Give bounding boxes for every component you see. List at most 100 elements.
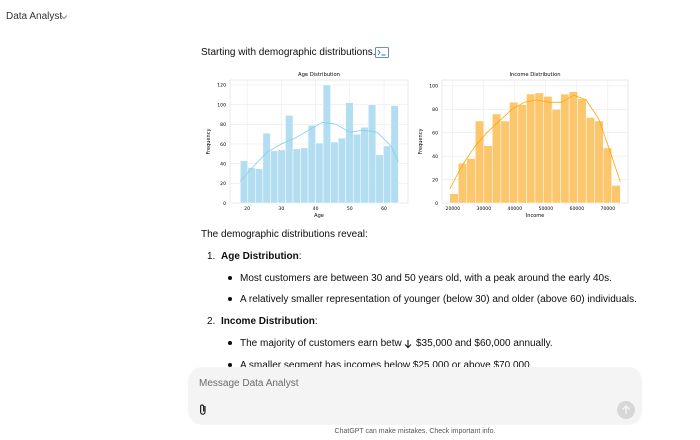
y-tick-label: 20	[220, 181, 226, 187]
x-axis-label: Age	[314, 213, 324, 219]
y-tick-label: 40	[220, 161, 226, 167]
bar	[560, 93, 570, 204]
chart-title: Income Distribution	[509, 72, 560, 78]
bar	[315, 142, 324, 204]
x-tick-label: 20000	[446, 206, 461, 212]
y-tick-label: 60	[432, 131, 438, 137]
bar	[337, 137, 346, 204]
bar	[568, 91, 578, 204]
y-tick-label: 60	[220, 142, 226, 148]
bar	[458, 162, 468, 204]
x-tick-label: 50	[347, 206, 353, 212]
bullet	[228, 276, 232, 280]
bar	[611, 185, 621, 204]
bar	[330, 141, 339, 204]
bar	[577, 98, 587, 204]
y-axis-label: Frequency	[418, 129, 424, 155]
composer[interactable]: Message Data Analyst	[188, 367, 642, 425]
suffix: :	[314, 316, 318, 327]
bullet-text: A relatively smaller representation of y…	[240, 294, 637, 305]
bullet	[228, 363, 232, 367]
x-axis-label: Income	[526, 213, 544, 219]
x-tick-label: 30	[278, 206, 284, 212]
bar	[247, 167, 256, 204]
bar	[360, 126, 369, 204]
x-tick-label: 70000	[601, 206, 616, 212]
x-tick-label: 40000	[508, 206, 523, 212]
y-tick-label: 20	[432, 177, 438, 183]
y-tick-label: 0	[435, 201, 438, 207]
x-tick-label: 60	[381, 206, 387, 212]
bullet	[228, 297, 232, 301]
bar	[509, 102, 519, 204]
bar	[483, 145, 493, 204]
x-tick-label: 20	[244, 206, 250, 212]
bar	[292, 148, 301, 204]
y-tick-label: 80	[220, 122, 226, 128]
x-tick-label: 30000	[477, 206, 492, 212]
composer-placeholder[interactable]: Message Data Analyst	[199, 378, 299, 389]
bar	[475, 120, 485, 204]
bar	[517, 104, 527, 204]
bar	[352, 133, 362, 204]
chart-title: Age Distribution	[298, 72, 340, 78]
y-tick-label: 80	[432, 107, 438, 113]
bar	[500, 120, 510, 204]
list-number: 2.	[207, 316, 216, 327]
analysis-link[interactable]	[375, 47, 389, 58]
x-tick-label: 50000	[539, 206, 554, 212]
bullet-text: $35,000 and $60,000 annually.	[416, 338, 553, 349]
intro-text: Starting with demographic distributions.	[201, 47, 376, 58]
bar	[322, 84, 331, 204]
kde-line	[239, 121, 399, 182]
bar	[240, 160, 249, 204]
charts-image: Age Distribution Age Frequency 0 20 40 60 80 100…	[206, 72, 629, 219]
bullet-text: The majority of customers earn betw	[240, 338, 402, 349]
bullet-text: Most customers are between 30 and 50 yea…	[240, 273, 612, 284]
bar	[277, 149, 286, 204]
x-tick-label: 60000	[570, 206, 585, 212]
bar	[375, 154, 384, 204]
chevron[interactable]	[60, 13, 68, 21]
kde-line	[449, 94, 621, 190]
summary-text: The demographic distributions reveal:	[201, 229, 368, 240]
y-axis-label: Frequency	[206, 129, 212, 155]
gpt-name[interactable]: Data Analyst	[6, 11, 63, 22]
suffix: :	[298, 251, 302, 262]
bar	[551, 109, 561, 204]
bar	[543, 96, 553, 204]
bar	[602, 147, 612, 204]
x-tick-label: 40	[313, 206, 319, 212]
bar	[307, 125, 316, 204]
list-number: 1.	[207, 251, 216, 262]
bar	[300, 147, 309, 204]
y-tick-label: 100	[217, 102, 226, 108]
bar	[345, 102, 354, 204]
y-tick-label: 40	[432, 154, 438, 160]
bar	[270, 150, 279, 204]
heading: Age Distribution	[221, 251, 299, 262]
footer-disclaimer: ChatGPT can make mistakes. Check importa…	[334, 428, 496, 435]
scroll-down-button[interactable]	[401, 337, 415, 351]
bar	[466, 158, 476, 204]
bar	[255, 168, 264, 204]
bar	[449, 193, 459, 204]
bar	[368, 104, 377, 204]
y-tick-label: 0	[223, 201, 226, 207]
bar	[492, 113, 502, 204]
list-heading: Income Distribution:	[221, 316, 318, 327]
bullet-text: A smaller segment has incomes below $25,…	[240, 360, 533, 371]
bar	[534, 92, 544, 204]
send-button[interactable]	[617, 401, 635, 419]
list-heading: Age Distribution:	[221, 251, 302, 262]
bar	[585, 117, 595, 204]
bar	[526, 93, 536, 204]
y-tick-label: 120	[217, 83, 226, 89]
bullet	[228, 341, 232, 345]
bar	[383, 145, 392, 204]
y-tick-label: 100	[429, 84, 438, 90]
attach-button[interactable]	[198, 403, 208, 416]
bar	[262, 132, 271, 204]
heading: Income Distribution	[221, 316, 315, 327]
